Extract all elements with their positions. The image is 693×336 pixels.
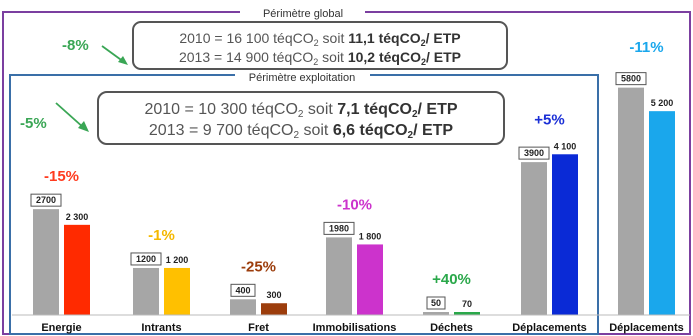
global-change-label: -8% xyxy=(62,37,89,54)
value-label-box-2010 xyxy=(426,296,446,310)
value-label-2010: 5800 xyxy=(621,74,641,84)
value-label-2013: 300 xyxy=(266,290,281,300)
bar-2013 xyxy=(261,303,287,315)
bar-2010 xyxy=(423,312,449,315)
bar-2013 xyxy=(552,154,578,315)
bar-2013 xyxy=(454,312,480,315)
category-label: Immobilisations xyxy=(313,322,397,334)
exploitation-perimeter-label: Périmètre exploitation xyxy=(249,72,355,84)
value-label-2010: 400 xyxy=(235,285,250,295)
value-label-box-2010 xyxy=(230,283,256,297)
value-label-2013: 70 xyxy=(462,299,472,309)
value-label-2010: 1200 xyxy=(136,254,156,264)
exploitation-summary-line-2013: 2013 = 9 700 téqCO2 soit 6,6 téqCO2/ ETP xyxy=(149,122,454,141)
bar-2010 xyxy=(133,267,159,315)
value-label-2013: 2 300 xyxy=(66,212,89,222)
change-label: -1% xyxy=(148,227,175,244)
category-label: Fret xyxy=(248,322,269,334)
category-label: Déchets xyxy=(430,322,473,334)
change-label: -10% xyxy=(337,196,372,213)
change-label: -11% xyxy=(629,39,663,56)
bar-2013 xyxy=(649,111,675,315)
global-change-arrowhead xyxy=(118,56,128,65)
category-label: Energie xyxy=(41,322,81,334)
exploitation-change-arrowhead xyxy=(78,121,89,132)
bar-2010 xyxy=(33,209,59,315)
exploitation-change-arrow xyxy=(55,102,85,129)
value-label-box-2010 xyxy=(518,146,550,160)
change-label: +40% xyxy=(432,271,471,288)
global-summary-line-2010: 2010 = 16 100 téqCO2 soit 11,1 téqCO2/ E… xyxy=(179,30,460,48)
value-label-box-2010 xyxy=(130,252,162,266)
category-label: Intrants xyxy=(141,322,181,334)
value-label-box-2010 xyxy=(323,221,355,235)
value-label-2013: 5 200 xyxy=(651,98,674,108)
bar-2013 xyxy=(64,224,90,315)
value-label-2013: 4 100 xyxy=(554,141,577,151)
category-label: Déplacements xyxy=(512,322,587,334)
bar-2010 xyxy=(521,162,547,315)
bar-2013 xyxy=(357,244,383,315)
value-label-box-2010 xyxy=(30,193,62,207)
exploitation-change-label: -5% xyxy=(20,115,47,132)
value-label-box-2010 xyxy=(615,72,647,86)
value-label-2010: 3900 xyxy=(524,148,544,158)
value-label-2010: 50 xyxy=(431,298,441,308)
value-label-2013: 1 200 xyxy=(166,255,189,265)
value-label-2013: 1 800 xyxy=(359,231,382,241)
global-perimeter-label: Périmètre global xyxy=(263,8,343,20)
global-summary-line-2013: 2013 = 14 900 téqCO2 soit 10,2 téqCO2/ E… xyxy=(179,49,461,67)
exploitation-summary-line-2010: 2010 = 10 300 téqCO2 soit 7,1 téqCO2/ ET… xyxy=(144,101,457,120)
bar-2010 xyxy=(230,299,256,315)
value-label-2010: 1980 xyxy=(329,223,349,233)
change-label: -15% xyxy=(44,168,79,185)
value-label-2010: 2700 xyxy=(36,195,56,205)
bar-2010 xyxy=(618,87,644,315)
change-label: +5% xyxy=(534,111,564,128)
category-label: Déplacements xyxy=(609,322,684,334)
bar-2010 xyxy=(326,237,352,315)
change-label: -25% xyxy=(241,258,276,275)
bar-2013 xyxy=(164,267,190,315)
exploitation-summary-box xyxy=(97,91,505,145)
global-summary-box xyxy=(132,21,508,70)
